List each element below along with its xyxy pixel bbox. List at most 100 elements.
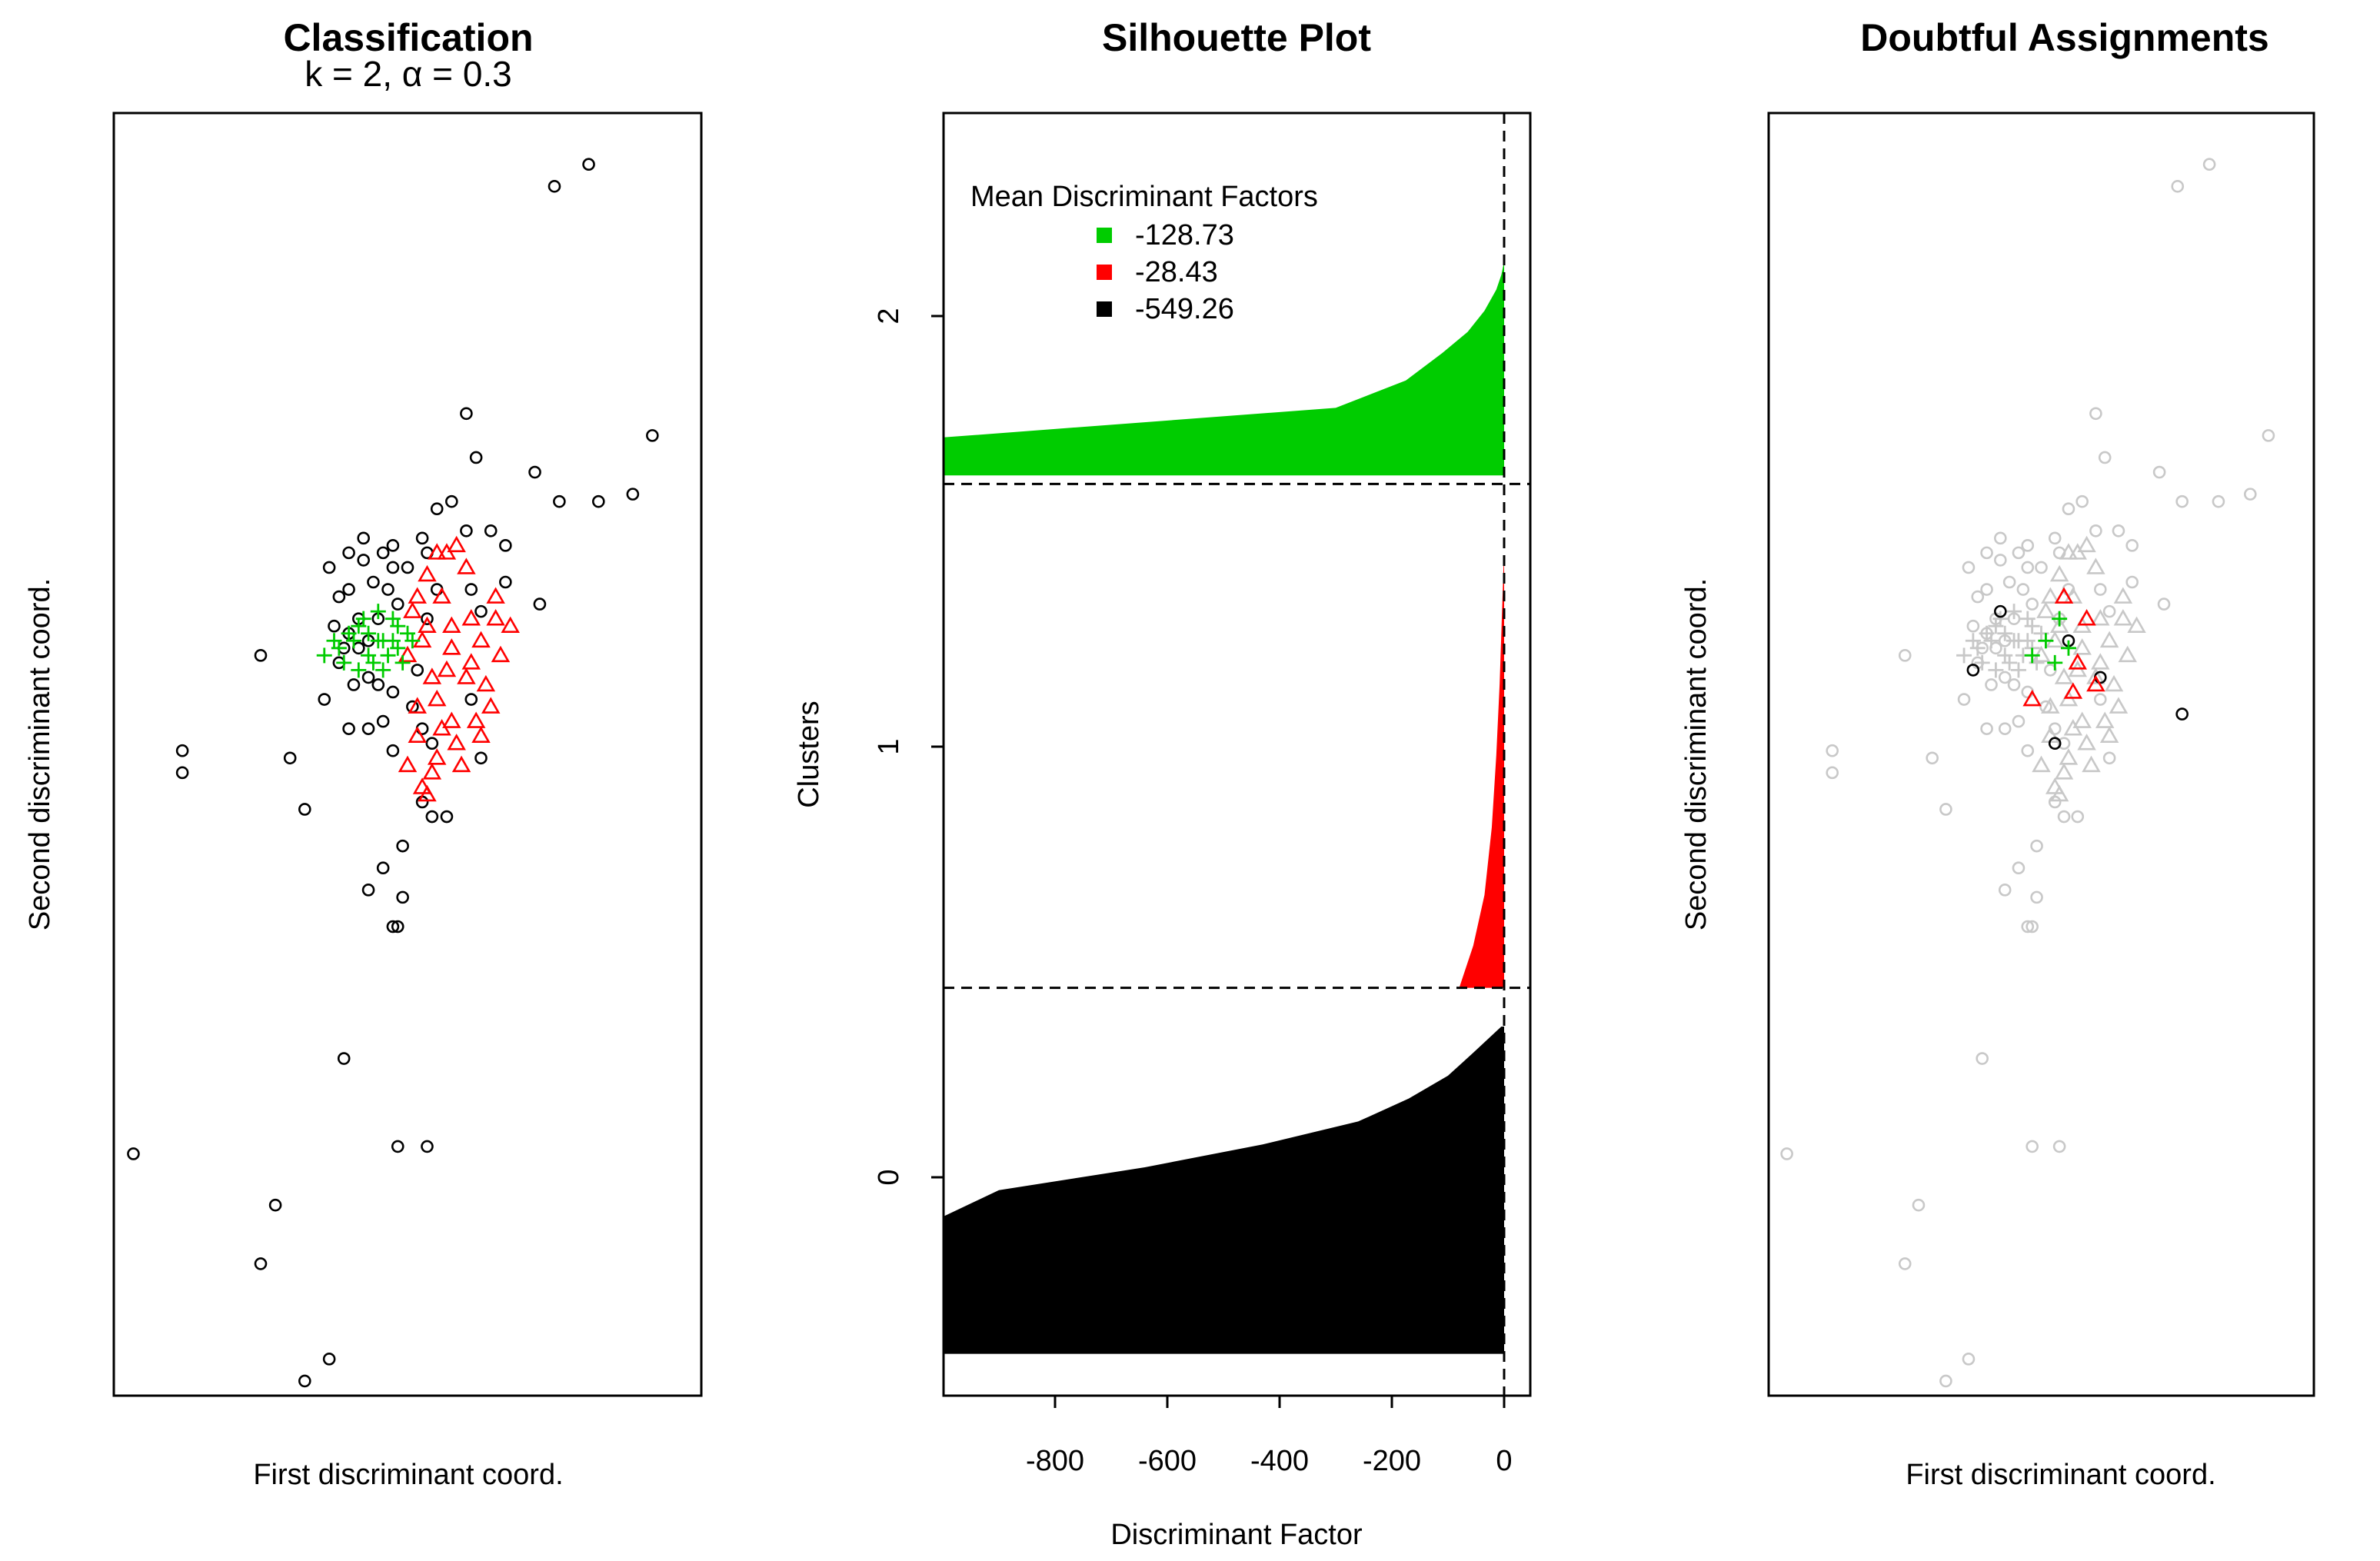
trimmed-point bbox=[386, 561, 400, 574]
background-point bbox=[2082, 755, 2101, 773]
background-point bbox=[2007, 678, 2021, 691]
y-tick-label: 1 bbox=[873, 738, 905, 754]
background-point bbox=[1985, 678, 1998, 691]
cluster-2-point bbox=[351, 662, 367, 678]
classification-panel: Classification k = 2, α = 0.3 First disc… bbox=[24, 16, 703, 1491]
cluster-1-point bbox=[457, 667, 476, 684]
cluster-1-point bbox=[412, 777, 432, 794]
trimmed-point bbox=[357, 531, 371, 545]
cluster-1-point bbox=[418, 784, 437, 802]
cluster-1-point bbox=[398, 645, 418, 663]
trimmed-point bbox=[460, 524, 473, 538]
background-point bbox=[1980, 546, 1993, 560]
background-point bbox=[2099, 631, 2119, 648]
doubtful-trimmed-point bbox=[2175, 707, 2189, 721]
cluster-2-silhouette bbox=[944, 264, 1504, 476]
background-point bbox=[2030, 890, 2043, 904]
cluster-2-point bbox=[351, 618, 367, 634]
cluster-1-point bbox=[491, 645, 511, 663]
background-point bbox=[1971, 590, 1985, 604]
trimmed-point bbox=[298, 1374, 311, 1388]
cluster-1-silhouette bbox=[1459, 565, 1504, 988]
background-point bbox=[2262, 429, 2275, 442]
background-point bbox=[1898, 1257, 1912, 1270]
background-point bbox=[1998, 884, 2012, 897]
cluster-2-point bbox=[370, 604, 386, 620]
x-tick-label: -800 bbox=[1026, 1445, 1084, 1477]
trimmed-point bbox=[337, 1052, 351, 1065]
background-point bbox=[2102, 604, 2116, 618]
doubtful-ylabel: Second discriminant coord. bbox=[1680, 578, 1713, 930]
background-point bbox=[1939, 803, 1952, 816]
background-point bbox=[2021, 561, 2035, 574]
background-point bbox=[1979, 625, 1995, 641]
background-point bbox=[2054, 667, 2074, 684]
doubtful-cluster-2-point bbox=[2052, 611, 2068, 627]
cluster-1-point bbox=[486, 609, 505, 626]
background-point bbox=[1898, 649, 1912, 662]
trimmed-point bbox=[591, 494, 605, 508]
cluster-1-point bbox=[437, 660, 457, 677]
trimmed-point bbox=[381, 583, 394, 596]
cluster-1-point bbox=[501, 616, 520, 634]
doubtful-trimmed-point bbox=[2048, 737, 2062, 751]
background-point bbox=[2112, 524, 2125, 538]
background-point bbox=[2089, 407, 2102, 421]
background-point bbox=[1939, 1374, 1952, 1388]
doubtful-title: Doubtful Assignments bbox=[1860, 16, 2268, 59]
cluster-1-point bbox=[471, 726, 491, 743]
background-point bbox=[2030, 839, 2043, 853]
trimmed-point bbox=[430, 502, 444, 515]
legend-title: Mean Discriminant Factors bbox=[970, 181, 1318, 213]
cluster-1-point bbox=[481, 697, 501, 714]
background-point bbox=[1826, 744, 1839, 757]
cluster-1-point bbox=[427, 543, 447, 560]
background-point bbox=[2059, 748, 2079, 765]
background-point bbox=[2095, 711, 2115, 728]
legend-label: -28.43 bbox=[1135, 256, 1218, 288]
trimmed-point bbox=[328, 619, 341, 633]
trimmed-point bbox=[322, 561, 336, 574]
cluster-2-point bbox=[400, 625, 415, 641]
trimmed-point bbox=[421, 612, 434, 625]
doubtful-xlabel: First discriminant coord. bbox=[1906, 1459, 2215, 1491]
cluster-2-point bbox=[361, 625, 377, 641]
doubtful-trimmed-point bbox=[1994, 604, 2007, 618]
background-point bbox=[2104, 674, 2124, 692]
background-point bbox=[2212, 494, 2225, 508]
cluster-1-point bbox=[432, 587, 451, 604]
background-point bbox=[2202, 158, 2216, 171]
trimmed-point bbox=[367, 575, 380, 589]
background-point bbox=[2113, 587, 2133, 604]
background-point bbox=[2049, 784, 2069, 802]
cluster-1-point bbox=[457, 558, 476, 574]
trimmed-point bbox=[582, 158, 595, 171]
trimmed-point bbox=[386, 920, 400, 934]
background-point bbox=[2109, 697, 2129, 714]
background-point bbox=[2157, 597, 2171, 611]
background-point bbox=[2152, 465, 2166, 479]
background-point bbox=[2002, 575, 2016, 589]
trimmed-point bbox=[376, 714, 390, 728]
background-point bbox=[2125, 539, 2139, 552]
cluster-1-point bbox=[447, 734, 466, 751]
background-point bbox=[2243, 488, 2257, 501]
background-point bbox=[2019, 633, 2035, 649]
trimmed-point bbox=[464, 583, 478, 596]
classification-title: Classification bbox=[283, 16, 533, 59]
background-point bbox=[2021, 744, 2035, 757]
background-point bbox=[2113, 609, 2133, 626]
trimmed-point bbox=[376, 861, 390, 875]
cluster-2-point bbox=[361, 647, 377, 664]
trimmed-point bbox=[298, 803, 311, 816]
silhouette-y-axis: 0 1 2 bbox=[873, 308, 944, 1186]
classification-plot-frame bbox=[112, 112, 703, 1397]
trimmed-point bbox=[499, 575, 512, 589]
trimmed-point bbox=[646, 429, 659, 442]
cluster-2-point bbox=[316, 647, 332, 664]
background-point bbox=[2012, 714, 2025, 728]
trimmed-point bbox=[425, 810, 439, 824]
cluster-2-point bbox=[326, 633, 342, 649]
trimmed-point bbox=[391, 1140, 404, 1153]
trimmed-point bbox=[175, 744, 189, 757]
